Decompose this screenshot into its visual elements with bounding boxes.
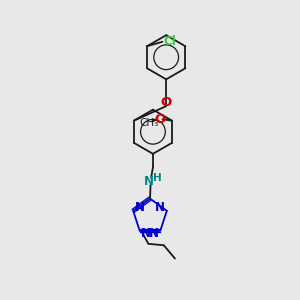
Text: N: N xyxy=(149,227,159,240)
Text: N: N xyxy=(135,201,145,214)
Text: O: O xyxy=(160,96,172,109)
Text: N: N xyxy=(141,227,151,240)
Text: N: N xyxy=(155,201,165,214)
Text: N: N xyxy=(144,175,154,188)
Text: CH₃: CH₃ xyxy=(139,118,158,128)
Text: O: O xyxy=(154,113,165,126)
Text: H: H xyxy=(153,173,161,183)
Text: Cl: Cl xyxy=(164,35,176,48)
